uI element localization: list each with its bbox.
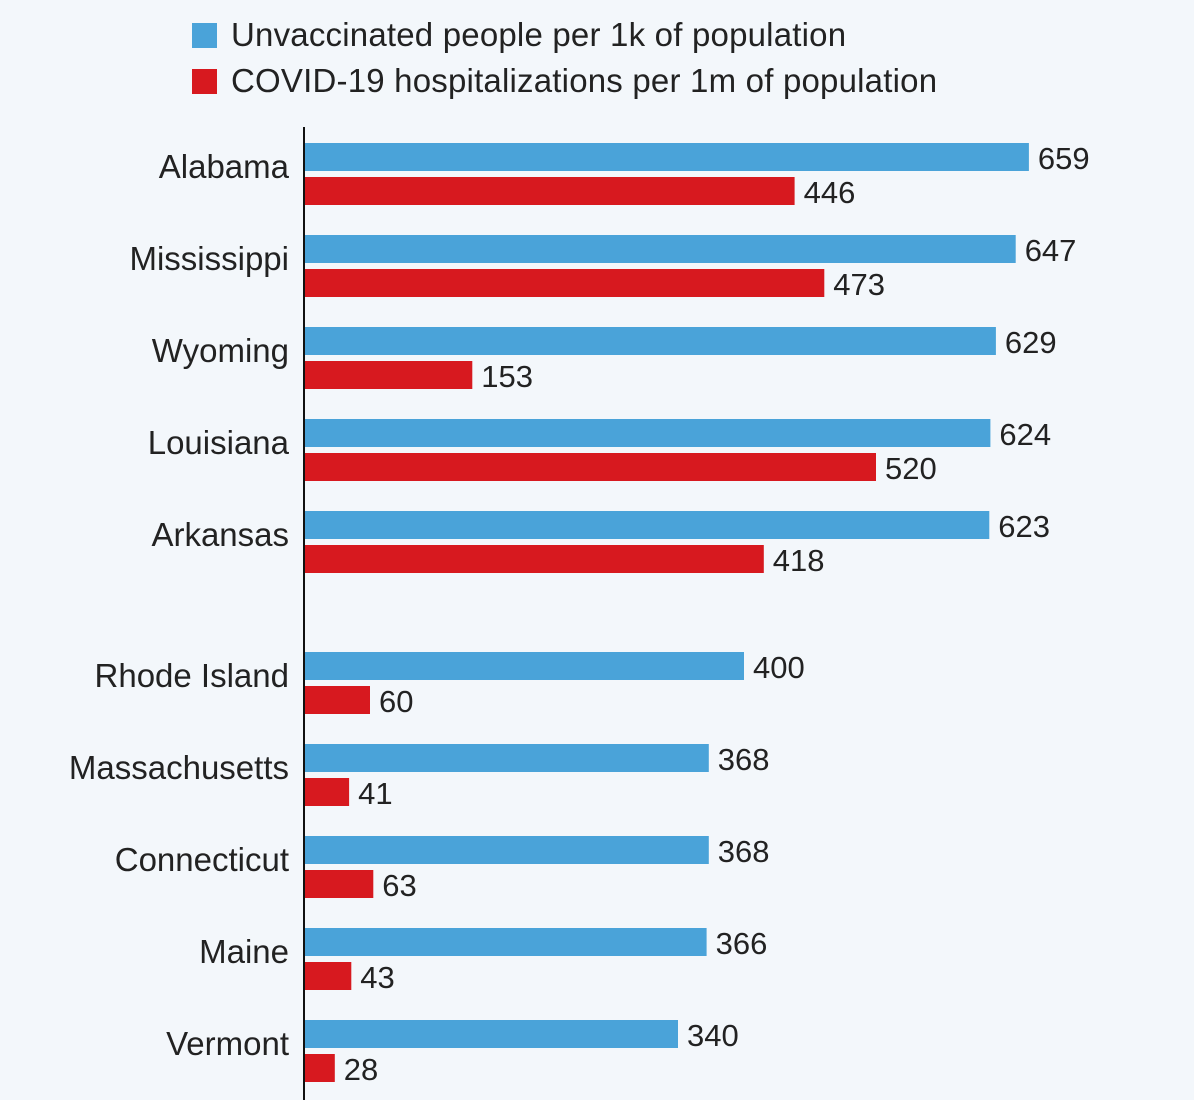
value-label-unvaccinated-maine: 366: [716, 926, 768, 961]
legend-swatch-unvaccinated: [192, 22, 217, 48]
value-label-hospitalizations-arkansas: 418: [773, 543, 825, 578]
value-label-hospitalizations-maine: 43: [360, 960, 394, 995]
category-label-maine: Maine: [199, 933, 289, 970]
bar-unvaccinated-vermont: [304, 1020, 678, 1048]
category-label-louisiana: Louisiana: [148, 424, 290, 461]
legend-item-hospitalizations: COVID-19 hospitalizations per 1m of popu…: [192, 58, 937, 104]
value-label-unvaccinated-arkansas: 623: [998, 509, 1050, 544]
bar-unvaccinated-rhode-island: [304, 652, 744, 680]
value-label-hospitalizations-wyoming: 153: [481, 359, 533, 394]
value-label-hospitalizations-connecticut: 63: [382, 868, 416, 903]
value-label-unvaccinated-massachusetts: 368: [718, 742, 770, 777]
legend: Unvaccinated people per 1k of population…: [192, 12, 937, 104]
legend-item-unvaccinated: Unvaccinated people per 1k of population: [192, 12, 937, 58]
value-label-unvaccinated-louisiana: 624: [999, 417, 1051, 452]
bar-unvaccinated-wyoming: [304, 327, 996, 355]
bar-hospitalizations-maine: [304, 962, 352, 990]
category-label-alabama: Alabama: [159, 148, 290, 185]
category-label-massachusetts: Massachusetts: [69, 749, 289, 786]
bar-unvaccinated-arkansas: [304, 511, 990, 539]
legend-label-unvaccinated: Unvaccinated people per 1k of population: [231, 16, 847, 53]
bar-hospitalizations-massachusetts: [304, 778, 350, 806]
bar-hospitalizations-arkansas: [304, 545, 764, 573]
value-label-hospitalizations-massachusetts: 41: [358, 776, 392, 811]
bar-unvaccinated-louisiana: [304, 419, 991, 447]
value-label-unvaccinated-vermont: 340: [687, 1018, 739, 1053]
bar-hospitalizations-vermont: [304, 1054, 335, 1082]
value-label-hospitalizations-louisiana: 520: [885, 451, 937, 486]
value-label-unvaccinated-rhode-island: 400: [753, 650, 805, 685]
legend-label-hospitalizations: COVID-19 hospitalizations per 1m of popu…: [231, 62, 938, 99]
value-label-hospitalizations-rhode-island: 60: [379, 684, 413, 719]
bar-hospitalizations-mississippi: [304, 269, 825, 297]
value-label-unvaccinated-mississippi: 647: [1025, 233, 1077, 268]
category-label-mississippi: Mississippi: [129, 240, 289, 277]
value-label-unvaccinated-alabama: 659: [1038, 141, 1090, 176]
category-label-vermont: Vermont: [166, 1025, 289, 1062]
value-label-hospitalizations-mississippi: 473: [833, 267, 885, 302]
bar-hospitalizations-connecticut: [304, 870, 374, 898]
bar-hospitalizations-wyoming: [304, 361, 473, 389]
legend-swatch-hospitalizations: [192, 68, 217, 94]
bar-hospitalizations-alabama: [304, 177, 795, 205]
bar-unvaccinated-mississippi: [304, 235, 1016, 263]
category-label-arkansas: Arkansas: [151, 516, 289, 553]
bar-hospitalizations-rhode-island: [304, 686, 370, 714]
bar-unvaccinated-maine: [304, 928, 707, 956]
value-label-hospitalizations-alabama: 446: [804, 175, 856, 210]
category-label-connecticut: Connecticut: [115, 841, 289, 878]
value-label-hospitalizations-vermont: 28: [344, 1052, 378, 1087]
bar-unvaccinated-alabama: [304, 143, 1029, 171]
bar-hospitalizations-louisiana: [304, 453, 876, 481]
bar-unvaccinated-connecticut: [304, 836, 709, 864]
value-label-unvaccinated-wyoming: 629: [1005, 325, 1057, 360]
bar-unvaccinated-massachusetts: [304, 744, 709, 772]
value-label-unvaccinated-connecticut: 368: [718, 834, 770, 869]
category-label-wyoming: Wyoming: [152, 332, 289, 369]
category-label-rhode-island: Rhode Island: [95, 657, 289, 694]
